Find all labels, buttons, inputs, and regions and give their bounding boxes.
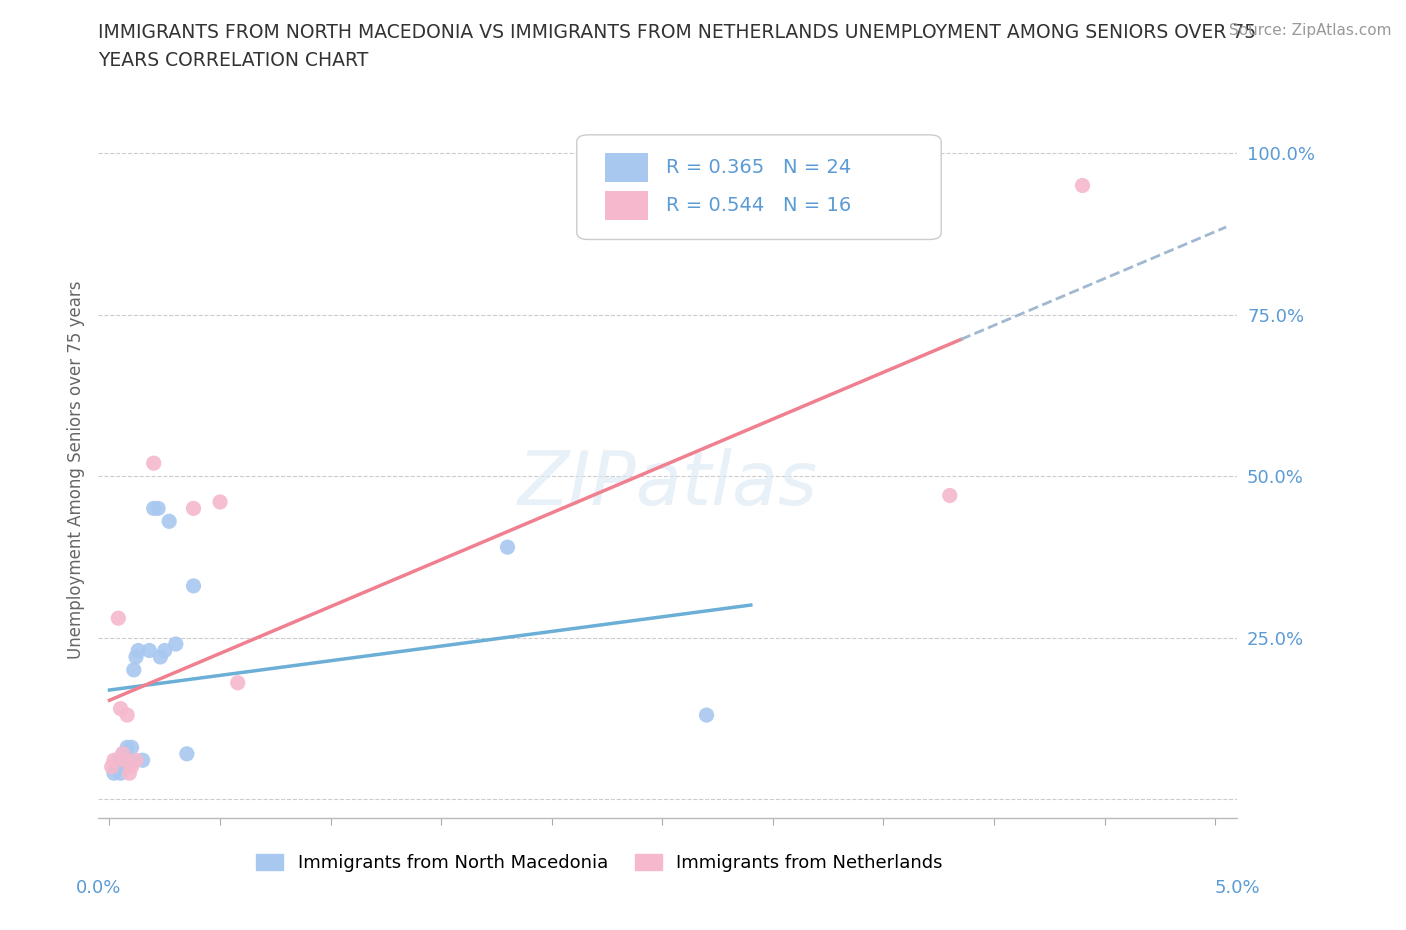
Point <box>153 643 176 658</box>
Point <box>125 753 148 768</box>
FancyBboxPatch shape <box>605 191 648 220</box>
Y-axis label: Unemployment Among Seniors over 75 years: Unemployment Among Seniors over 75 years <box>66 281 84 658</box>
Point <box>183 578 205 593</box>
Text: YEARS CORRELATION CHART: YEARS CORRELATION CHART <box>98 51 368 70</box>
Point <box>111 747 134 762</box>
Point <box>149 649 172 664</box>
Point <box>165 637 187 652</box>
Text: R = 0.544   N = 16: R = 0.544 N = 16 <box>665 196 851 215</box>
Point <box>125 649 148 664</box>
Point <box>127 643 149 658</box>
Text: IMMIGRANTS FROM NORTH MACEDONIA VS IMMIGRANTS FROM NETHERLANDS UNEMPLOYMENT AMON: IMMIGRANTS FROM NORTH MACEDONIA VS IMMIG… <box>98 23 1257 42</box>
Point <box>110 765 132 780</box>
Point <box>1071 178 1094 193</box>
Point <box>118 753 141 768</box>
Text: 5.0%: 5.0% <box>1215 879 1260 897</box>
Point <box>142 501 165 516</box>
Point <box>114 759 136 774</box>
Text: 0.0%: 0.0% <box>76 879 121 897</box>
Point <box>939 488 962 503</box>
Point <box>114 753 136 768</box>
Point <box>100 759 122 774</box>
Point <box>226 675 249 690</box>
Text: ZIPatlas: ZIPatlas <box>517 447 818 520</box>
Point <box>696 708 718 723</box>
Point <box>142 456 165 471</box>
Point <box>115 708 138 723</box>
Point <box>146 501 169 516</box>
FancyBboxPatch shape <box>605 153 648 182</box>
Point <box>111 747 134 762</box>
Point <box>110 701 132 716</box>
Text: R = 0.365   N = 24: R = 0.365 N = 24 <box>665 158 851 177</box>
Point <box>121 740 143 755</box>
Point <box>103 765 125 780</box>
Point <box>105 759 128 774</box>
Point <box>138 643 160 658</box>
FancyBboxPatch shape <box>576 135 941 240</box>
Point <box>176 747 198 762</box>
Point <box>103 753 125 768</box>
Point <box>157 514 180 529</box>
Point <box>496 539 519 554</box>
Point <box>122 662 145 677</box>
Point <box>107 753 129 768</box>
Text: Source: ZipAtlas.com: Source: ZipAtlas.com <box>1229 23 1392 38</box>
Point <box>131 753 153 768</box>
Point <box>107 611 129 626</box>
Legend: Immigrants from North Macedonia, Immigrants from Netherlands: Immigrants from North Macedonia, Immigra… <box>249 846 950 879</box>
Point <box>121 759 143 774</box>
Point <box>118 765 141 780</box>
Point <box>183 501 205 516</box>
Point <box>209 495 232 510</box>
Point <box>115 740 138 755</box>
